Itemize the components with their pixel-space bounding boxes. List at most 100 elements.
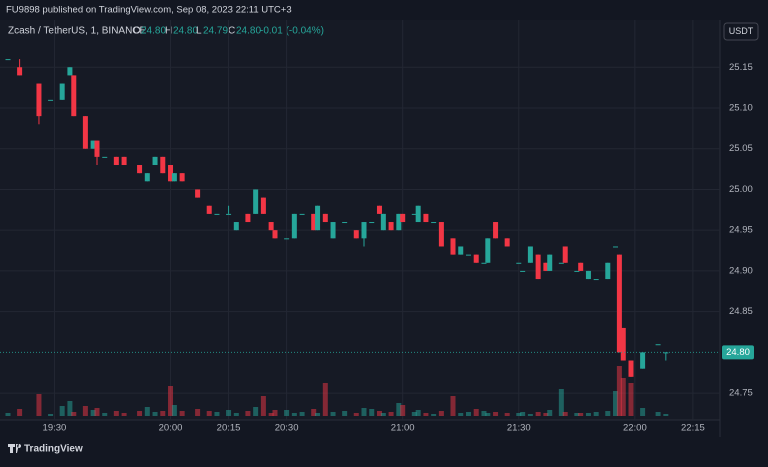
candle-body (214, 213, 220, 215)
volume-bar (400, 405, 406, 416)
volume-bar (605, 411, 611, 416)
y-tick-label: 24.95 (729, 225, 753, 236)
candle-body (458, 246, 464, 255)
candle-body (640, 352, 646, 369)
volume-bar (663, 414, 669, 416)
candle-body (206, 205, 212, 214)
volume-bar (473, 409, 479, 416)
volume-bar (299, 412, 305, 416)
volume-bar (369, 409, 375, 416)
candle-body (578, 262, 584, 271)
volume-bar (67, 401, 73, 416)
candle-body (376, 205, 382, 214)
volume-bar (353, 413, 359, 416)
candle-body (543, 262, 549, 271)
candle-body (411, 213, 417, 215)
candle-body (361, 222, 367, 239)
volume-bar (160, 411, 166, 416)
volume-bar (562, 412, 568, 416)
volume-bar (431, 414, 437, 416)
candle-body (547, 254, 553, 271)
candle-body (663, 352, 669, 354)
currency-button[interactable] (723, 22, 759, 41)
volume-bar (640, 408, 646, 416)
candle-body (233, 222, 239, 231)
y-tick-label: 24.75 (729, 388, 753, 399)
volume-bar (284, 410, 290, 416)
candle-body (423, 213, 429, 223)
volume-bar (322, 383, 328, 416)
candle-body (396, 213, 402, 231)
candle-body (299, 213, 305, 215)
publisher-text: FU9898 published on TradingView.com, Sep… (6, 5, 292, 16)
volume-bar (245, 411, 251, 416)
y-tick-label: 25.15 (729, 62, 753, 73)
candle-body (5, 59, 11, 61)
x-tick-label: 22:15 (681, 423, 705, 434)
volume-bar (48, 414, 54, 416)
candle-body (322, 213, 328, 223)
candle-body (558, 262, 564, 264)
volume-bar (504, 413, 510, 416)
volume-bar (485, 413, 491, 416)
volume-bar (102, 413, 108, 416)
volume-bar (179, 411, 185, 416)
candle-body (562, 246, 568, 263)
volume-bar (585, 413, 591, 416)
volume-bar (593, 412, 599, 416)
candle-body (168, 165, 174, 182)
candle-body (481, 262, 487, 264)
volume-bar (342, 411, 348, 416)
candle-body (504, 238, 510, 247)
candle-body (160, 156, 166, 174)
candle-body (400, 213, 406, 223)
volume-bar (376, 411, 382, 416)
volume-bar (423, 413, 429, 416)
candle-body (380, 213, 386, 231)
volume-bar (260, 396, 266, 416)
candle-body (113, 156, 119, 166)
candle-body (450, 238, 456, 255)
volume-bar (59, 406, 65, 416)
h-value: 24.80 (173, 26, 198, 37)
candle-body (291, 213, 297, 239)
volume-bar (71, 412, 77, 416)
volume-bar (520, 412, 526, 416)
volume-bar (388, 412, 394, 416)
candle-body (616, 254, 622, 353)
candle-body (585, 270, 591, 280)
volume-bar (195, 409, 201, 416)
candle-body (171, 173, 177, 182)
candle-body (415, 205, 421, 223)
volume-bar (493, 412, 499, 416)
last-price-tag (722, 345, 754, 360)
candle-body (71, 75, 77, 117)
candle-body (36, 83, 42, 117)
candle-body (94, 140, 100, 157)
x-tick-label: 19:30 (43, 423, 67, 434)
volume-bar (574, 413, 580, 416)
candle-body (353, 230, 359, 239)
candle-body (82, 116, 88, 149)
brand-logo: TradingView (8, 444, 83, 455)
volume-bar (5, 413, 11, 416)
volume-bar (516, 413, 522, 416)
candle-body (605, 262, 611, 280)
volume-bar (291, 413, 297, 416)
o-label: O (133, 26, 141, 37)
candle-body (152, 156, 158, 166)
h-label: H (165, 26, 172, 37)
volume-bar (655, 412, 661, 416)
volume-bar (330, 412, 336, 416)
currency-label[interactable]: USDT (729, 26, 754, 36)
y-tick-label: 25.05 (729, 143, 753, 154)
candle-body (516, 262, 522, 264)
candle-body (59, 83, 65, 100)
l-value: 24.79 (203, 26, 228, 37)
volume-bar (121, 413, 127, 416)
volume-bar (315, 413, 321, 416)
volume-bar (137, 411, 143, 416)
symbol: Zcash / TetherUS, 1, BINANCE (8, 26, 147, 37)
